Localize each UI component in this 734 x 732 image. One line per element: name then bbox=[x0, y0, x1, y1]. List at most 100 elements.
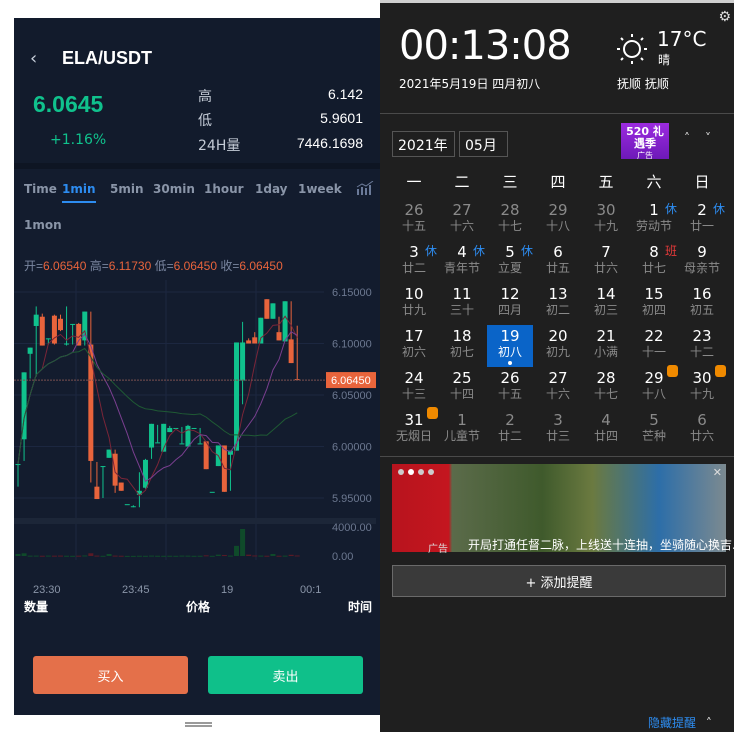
calendar-day[interactable]: 20 初九 bbox=[535, 325, 581, 367]
calendar-day[interactable]: 15 初四 bbox=[631, 283, 677, 325]
day-number: 17 bbox=[404, 327, 424, 345]
calendar-day[interactable]: 22 十一 bbox=[631, 325, 677, 367]
hide-reminder-label: 隐藏提醒 bbox=[648, 716, 697, 730]
candlestick-chart[interactable]: 6.15000 6.10000 6.05000 6.00000 5.95000 4000.… bbox=[14, 280, 380, 600]
add-reminder-button[interactable]: + 添加提醒 bbox=[392, 565, 726, 597]
candle-body bbox=[33, 314, 39, 326]
candle-body bbox=[21, 372, 27, 440]
buy-button[interactable]: 买入 bbox=[33, 656, 188, 694]
calendar-day[interactable]: 9 母亲节 bbox=[679, 241, 725, 283]
day-number: 28 bbox=[500, 201, 520, 219]
indicator-chart-icon[interactable] bbox=[356, 180, 374, 199]
price-change: +1.16% bbox=[50, 132, 107, 148]
lunar-date: 三十 bbox=[449, 303, 474, 317]
calendar-day[interactable]: 1 儿童节 bbox=[439, 409, 485, 451]
ad-icon[interactable]: 520 礼遇季 广告 bbox=[621, 123, 669, 160]
calendar-day[interactable]: 25 十四 bbox=[439, 367, 485, 409]
calendar-day[interactable]: 5 芒种 bbox=[631, 409, 677, 451]
calendar-day[interactable]: 24 十三 bbox=[391, 367, 437, 409]
lunar-date: 十五 bbox=[497, 387, 522, 401]
close-icon[interactable]: ✕ bbox=[712, 466, 722, 479]
volume-bar bbox=[149, 555, 155, 557]
candle-body bbox=[88, 344, 94, 461]
weekday-header: 一 bbox=[406, 173, 422, 191]
day-number: 4 bbox=[457, 243, 467, 261]
calendar-day[interactable]: 19 初八 bbox=[487, 325, 533, 367]
prev-month-chevron-up-icon[interactable]: ˄ bbox=[684, 131, 690, 145]
back-chevron-left-icon[interactable]: ‹ bbox=[30, 48, 38, 69]
calendar-day[interactable]: 4 青年节 休 bbox=[439, 241, 485, 283]
volume-bar bbox=[39, 555, 45, 557]
calendar-day[interactable]: 21 小满 bbox=[583, 325, 629, 367]
calendar-day[interactable]: 4 廿四 bbox=[583, 409, 629, 451]
volume-bar bbox=[179, 555, 185, 557]
train-icon bbox=[715, 365, 726, 377]
candle-body bbox=[234, 342, 240, 451]
calendar-day[interactable]: 8 廿七 班 bbox=[631, 241, 677, 283]
calendar-day[interactable]: 1 劳动节 休 bbox=[631, 199, 677, 241]
calendar-day[interactable]: 6 廿五 bbox=[535, 241, 581, 283]
calendar-day[interactable]: 27 十六 bbox=[535, 367, 581, 409]
calendar-day[interactable]: 18 初七 bbox=[439, 325, 485, 367]
calendar-day[interactable]: 28 十七 bbox=[583, 367, 629, 409]
calendar-day[interactable]: 2 廿一 休 bbox=[679, 199, 725, 241]
tab-1week[interactable]: 1week bbox=[298, 182, 342, 196]
lunar-date: 十七 bbox=[497, 219, 522, 233]
day-number: 29 bbox=[644, 369, 664, 387]
gear-icon[interactable]: ⚙ bbox=[718, 9, 731, 25]
calendar-day[interactable]: 23 十二 bbox=[679, 325, 725, 367]
candle-body bbox=[142, 459, 148, 488]
tab-1day[interactable]: 1day bbox=[255, 182, 288, 196]
calendar-day[interactable]: 29 十八 bbox=[535, 199, 581, 241]
lunar-date: 初八 bbox=[497, 345, 522, 359]
calendar-day[interactable]: 28 十七 bbox=[487, 199, 533, 241]
day-number: 1 bbox=[649, 201, 659, 219]
divider bbox=[380, 113, 734, 114]
month-select[interactable]: 05月 bbox=[459, 131, 508, 157]
calendar-day[interactable]: 13 初二 bbox=[535, 283, 581, 325]
tab-time[interactable]: Time bbox=[24, 182, 57, 196]
calendar-day[interactable]: 29 十八 bbox=[631, 365, 678, 409]
calendar-day[interactable]: 27 十六 bbox=[439, 199, 485, 241]
calendar-day[interactable]: 30 十九 bbox=[679, 365, 726, 409]
tab-5min[interactable]: 5min bbox=[110, 182, 144, 196]
divider bbox=[14, 163, 380, 169]
candle-body bbox=[179, 443, 185, 445]
volume-bar bbox=[234, 545, 240, 556]
candle-body bbox=[240, 342, 246, 381]
hide-reminder-link[interactable]: 隐藏提醒 ˄ bbox=[648, 714, 712, 731]
calendar-day[interactable]: 17 初六 bbox=[391, 325, 437, 367]
tab-30min[interactable]: 30min bbox=[153, 182, 195, 196]
calendar-day[interactable]: 31 无烟日 bbox=[391, 407, 438, 451]
sun-icon bbox=[616, 33, 648, 69]
calendar-day[interactable]: 3 廿三 bbox=[535, 409, 581, 451]
candle-body bbox=[51, 315, 57, 344]
day-number: 10 bbox=[404, 285, 424, 303]
tab-1min[interactable]: 1min bbox=[62, 182, 96, 203]
resize-handle[interactable] bbox=[185, 722, 212, 727]
calendar-day[interactable]: 5 立夏 休 bbox=[487, 241, 533, 283]
tab-1mon[interactable]: 1mon bbox=[24, 218, 62, 232]
volume-bar bbox=[112, 555, 118, 557]
calendar-day[interactable]: 6 廿六 bbox=[679, 409, 725, 451]
calendar-day[interactable]: 16 初五 bbox=[679, 283, 725, 325]
calendar-day[interactable]: 7 廿六 bbox=[583, 241, 629, 283]
ad-banner[interactable]: 广告 开局打通任督二脉，上线送十连抽，坐骑随心换吉.. ✕ bbox=[392, 464, 734, 555]
calendar-day[interactable]: 2 廿二 bbox=[487, 409, 533, 451]
sell-button[interactable]: 卖出 bbox=[208, 656, 363, 694]
calendar-day[interactable]: 26 十五 bbox=[391, 199, 437, 241]
carousel-dots[interactable] bbox=[398, 469, 434, 475]
calendar-day[interactable]: 10 廿九 bbox=[391, 283, 437, 325]
calendar-day[interactable]: 14 初三 bbox=[583, 283, 629, 325]
calendar-day[interactable]: 11 三十 bbox=[439, 283, 485, 325]
year-select[interactable]: 2021年 bbox=[392, 131, 455, 157]
day-number: 3 bbox=[409, 243, 419, 261]
calendar-day[interactable]: 30 十九 bbox=[583, 199, 629, 241]
day-number: 19 bbox=[500, 327, 520, 345]
volume-bar bbox=[106, 553, 112, 556]
calendar-day[interactable]: 26 十五 bbox=[487, 367, 533, 409]
calendar-day[interactable]: 12 四月 bbox=[487, 283, 533, 325]
tab-1hour[interactable]: 1hour bbox=[204, 182, 244, 196]
next-month-chevron-down-icon[interactable]: ˅ bbox=[705, 131, 711, 145]
calendar-day[interactable]: 3 廿二 休 bbox=[391, 241, 437, 283]
